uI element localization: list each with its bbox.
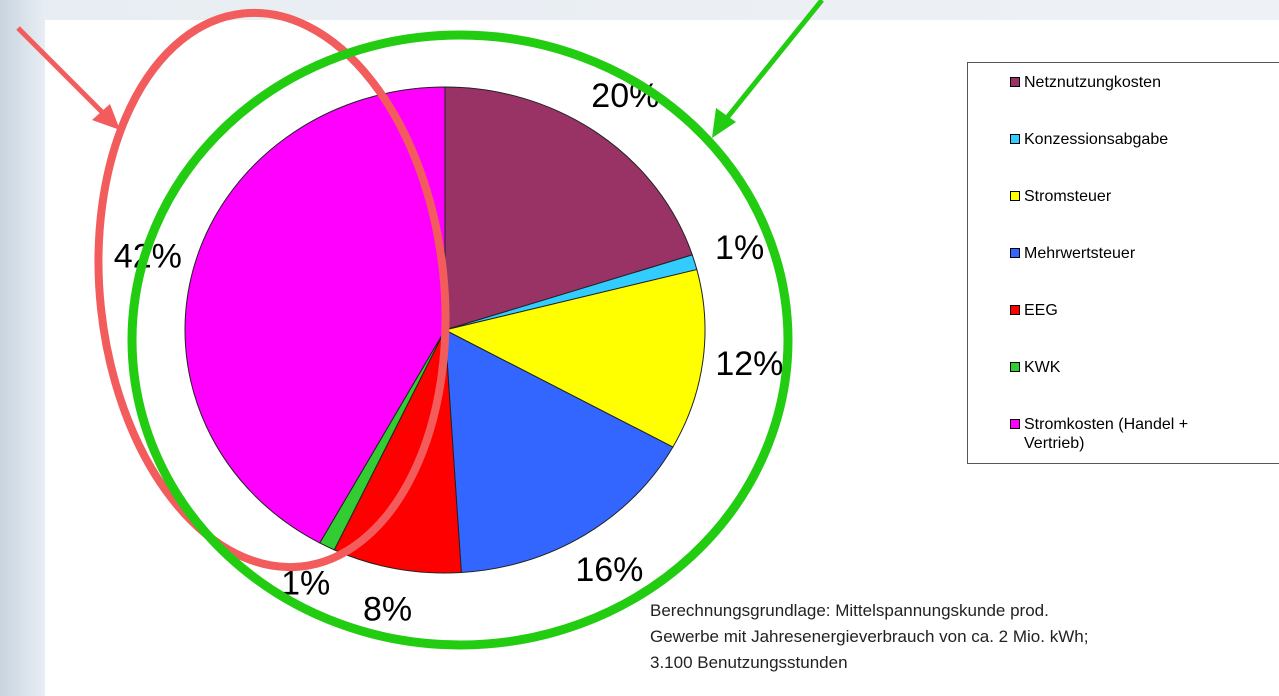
legend-item: Mehrwertsteuer: [1010, 244, 1249, 263]
legend-item: EEG: [1010, 301, 1249, 320]
legend-label: EEG: [1024, 302, 1058, 319]
legend-label: Stromsteuer: [1024, 188, 1112, 205]
green-arrow: [720, 0, 824, 126]
pie-slice: [443, 268, 706, 448]
footnote-line: Berechnungsgrundlage: Mittelspannungskun…: [650, 601, 1049, 620]
legend-label: KWK: [1024, 359, 1061, 376]
legend-item: Netznutzungkosten: [1010, 73, 1249, 92]
slice-label: 20%: [591, 77, 659, 115]
legend-label: Konzessionsabgabe: [1024, 131, 1169, 148]
legend-item: Konzessionsabgabe: [1010, 130, 1249, 149]
legend-swatch: [1010, 305, 1020, 315]
legend: Netznutzungkosten Konzessionsabgabe Stroms…: [967, 62, 1279, 464]
legend-item: Stromsteuer: [1010, 187, 1249, 206]
legend-label: Stromkosten (Handel + Vertrieb): [1024, 416, 1189, 452]
legend-swatch: [1010, 77, 1020, 87]
slice-label: 8%: [363, 591, 412, 629]
red-arrow-head: [92, 104, 120, 130]
legend-label: Netznutzungkosten: [1024, 74, 1161, 91]
red-ellipse: [94, 8, 450, 572]
green-arrow-head: [712, 108, 736, 138]
legend-swatch: [1010, 191, 1020, 201]
legend-swatch: [1010, 419, 1020, 429]
green-ellipse: [127, 30, 793, 650]
slice-label: 12%: [715, 345, 783, 383]
pie-slice: [184, 86, 446, 544]
slice-label: 1%: [715, 229, 764, 267]
legend-item: Stromkosten (Handel + Vertrieb): [1010, 415, 1249, 453]
legend-item: KWK: [1010, 358, 1249, 377]
legend-swatch: [1010, 248, 1020, 258]
footnote-line: Gewerbe mit Jahresenergieverbrauch von c…: [650, 627, 1089, 646]
legend-swatch: [1010, 134, 1020, 144]
footnote: Berechnungsgrundlage: Mittelspannungskun…: [650, 598, 1088, 676]
red-arrow: [16, 26, 110, 120]
pie-slice: [444, 86, 693, 331]
legend-swatch: [1010, 362, 1020, 372]
legend-label: Mehrwertsteuer: [1024, 245, 1136, 262]
slice-label: 16%: [575, 551, 643, 589]
pie-slice: [444, 329, 674, 574]
footnote-line: 3.100 Benutzungsstunden: [650, 653, 848, 672]
